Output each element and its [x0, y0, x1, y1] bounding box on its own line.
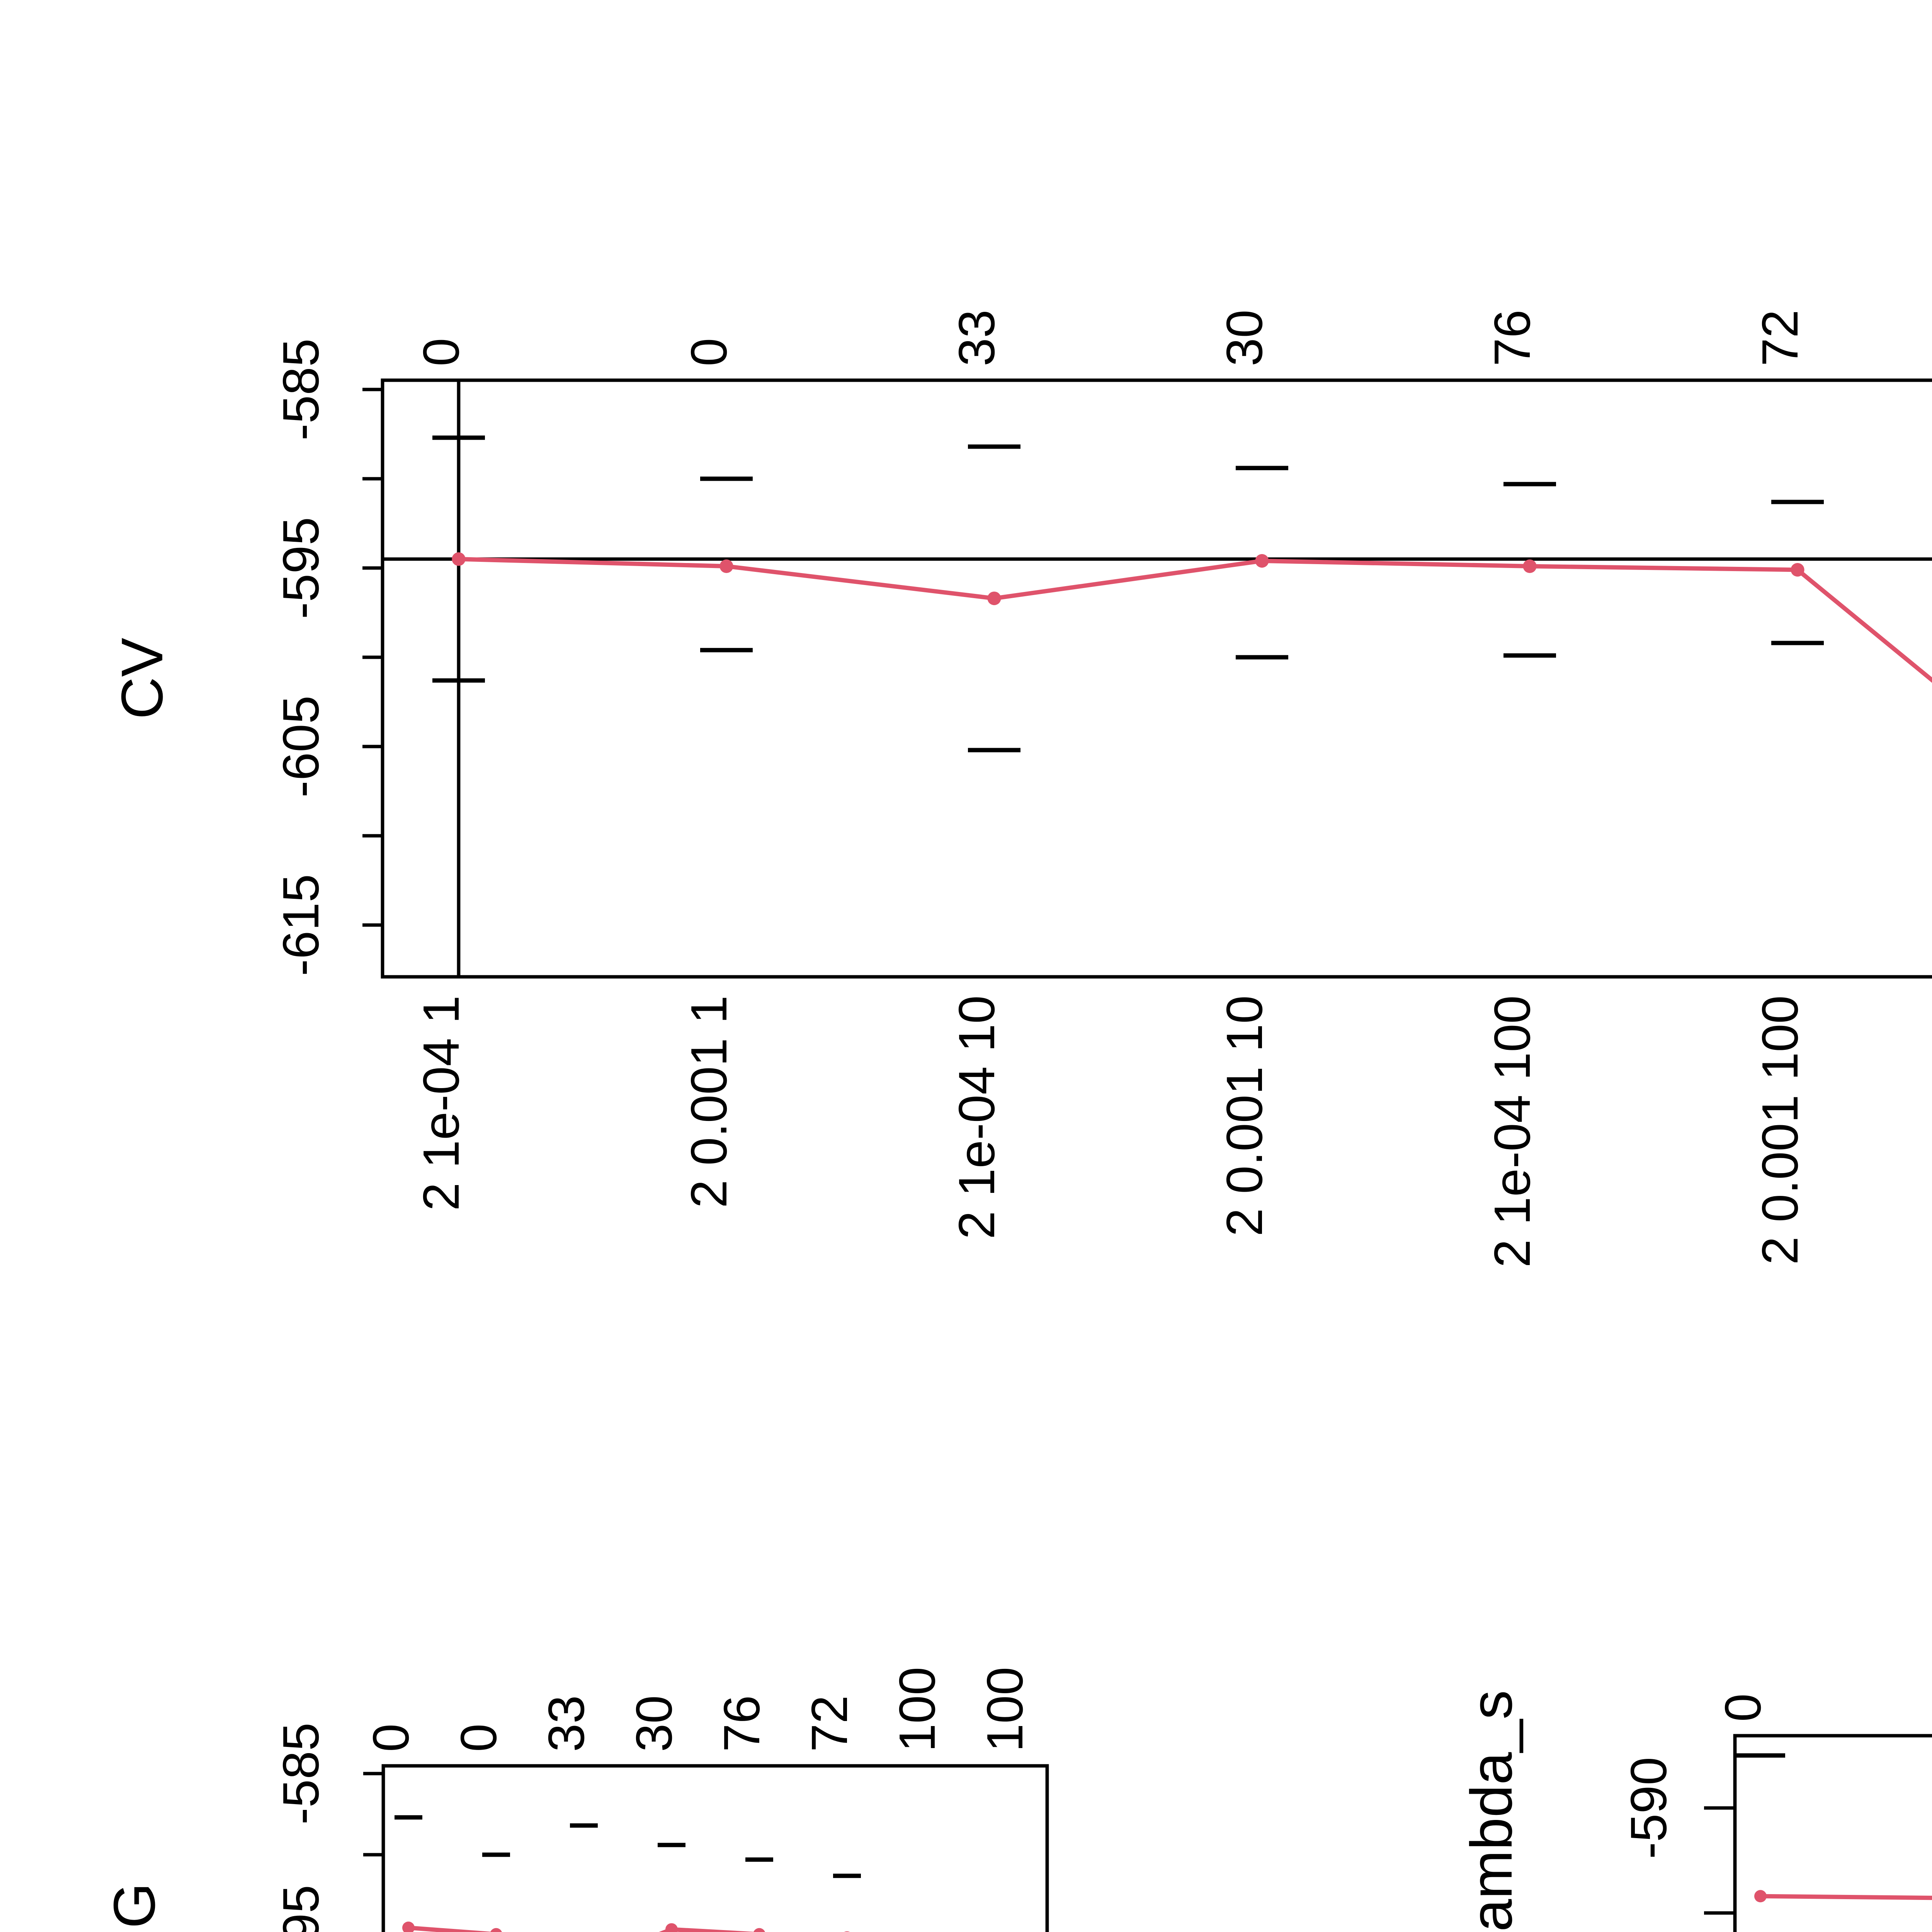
y-axis-tick-label: -605: [272, 696, 329, 798]
series-line: [1760, 1894, 1932, 1900]
top-axis-label: 0: [450, 1724, 507, 1752]
cv-fixed-g-and-lambda-s-plot-title: CV fixed G and lambda_s: [1459, 1690, 1524, 1932]
plot-box: [381, 1764, 1049, 1932]
top-axis-label: 72: [801, 1695, 858, 1752]
data-point: [753, 1928, 765, 1932]
cv-fixed-g-and-lambda-s-plot: -590-600-610030761002 1e-04 12 0.001 102…: [1620, 1665, 1932, 1932]
x-axis-tick-label: 2 1e-04 100: [1484, 995, 1541, 1268]
data-point: [490, 1928, 502, 1932]
top-axis-label: 30: [626, 1695, 682, 1752]
data-point: [987, 591, 1001, 605]
top-axis-label: 33: [538, 1695, 595, 1752]
top-axis-label: 100: [976, 1667, 1033, 1752]
top-axis-label: 0: [362, 1724, 419, 1752]
series-line: [458, 557, 1932, 683]
x-axis-tick-label: 2 0.001 100: [1752, 995, 1808, 1265]
top-axis-label: 76: [1484, 310, 1541, 366]
y-axis-tick-label: -595: [272, 1885, 329, 1932]
top-axis-label: 30: [1216, 310, 1273, 366]
y-axis-tick-label: -585: [272, 338, 329, 440]
x-axis-tick-label: 2 1e-04 1: [413, 995, 469, 1211]
plot-box: [1733, 1734, 1932, 1932]
top-axis-label: 0: [1714, 1694, 1771, 1722]
y-axis-tick-label: -595: [272, 517, 329, 619]
data-point: [1791, 563, 1804, 577]
cv-fixed-g-plot: -585-595-605-61500333076721001002 1e-04 …: [272, 1667, 1049, 1932]
top-axis-label: 0: [413, 338, 469, 366]
x-axis-tick-label: 2 1e-04 10: [948, 995, 1005, 1239]
data-point: [1754, 1890, 1767, 1903]
top-axis-label: 100: [889, 1667, 946, 1752]
y-axis-tick-label: -615: [272, 874, 329, 976]
y-axis-tick-label: -590: [1620, 1757, 1677, 1859]
cv-fixed-g-plot-title: CV fixed G: [102, 1883, 167, 1932]
top-axis-label: 0: [680, 338, 737, 366]
y-axis-tick-label: -585: [272, 1723, 329, 1825]
top-axis-label: 30: [1928, 1665, 1932, 1722]
data-point: [665, 1923, 678, 1932]
data-point: [402, 1922, 415, 1932]
top-axis-label: 76: [713, 1695, 770, 1752]
cv-plot-title: CV: [109, 638, 175, 719]
x-axis-tick-label: 2 0.001 10: [1216, 995, 1273, 1236]
plot-box: [381, 378, 1932, 979]
data-point: [1523, 559, 1537, 573]
top-axis-label: 33: [948, 310, 1005, 366]
data-point: [1255, 554, 1269, 568]
data-point: [452, 552, 466, 566]
top-axis-label: 72: [1752, 310, 1808, 366]
cv-plot: -585-595-605-61500333076721001002 1e-04 …: [272, 310, 1932, 1268]
x-axis-tick-label: 2 0.001 1: [680, 995, 737, 1208]
data-point: [719, 559, 733, 573]
